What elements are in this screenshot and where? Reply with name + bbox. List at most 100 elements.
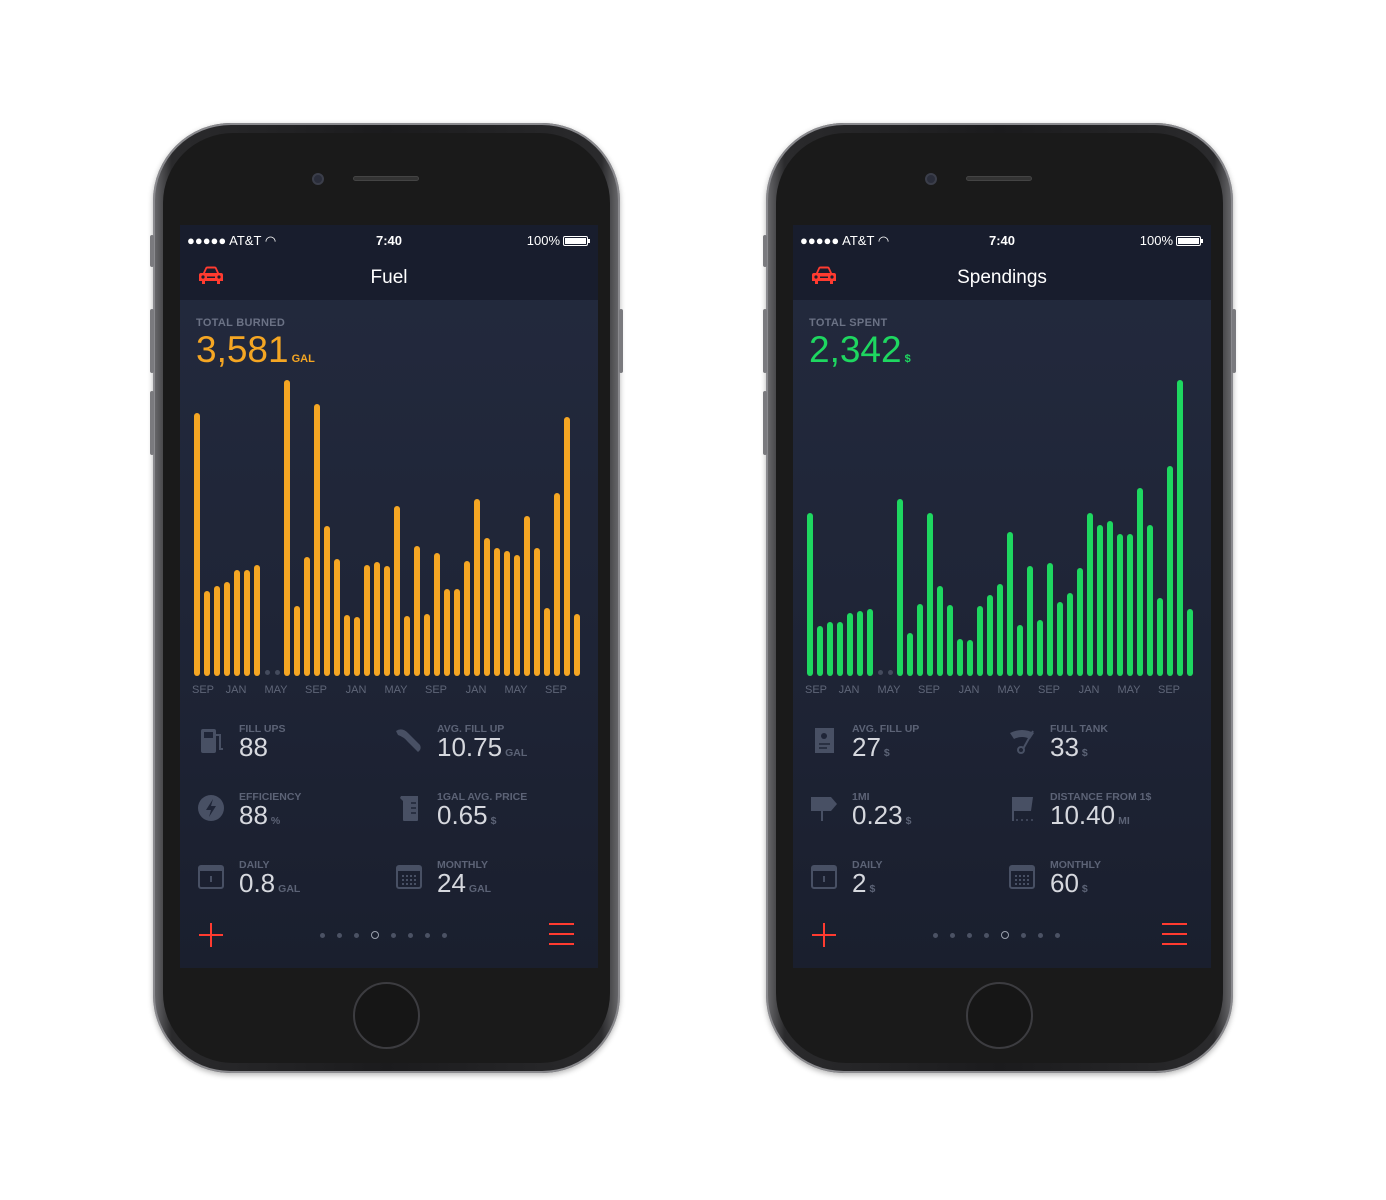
chart-bar: [1067, 593, 1073, 676]
chart-bar: [254, 565, 260, 676]
chart-bar: [474, 498, 480, 676]
page-dot[interactable]: [950, 932, 955, 938]
chart-bar: [414, 545, 420, 676]
page-dot[interactable]: [1021, 932, 1026, 938]
battery-percent: 100%: [1139, 233, 1173, 248]
bottom-toolbar: [793, 919, 1211, 949]
stat-label: AVG. FILL UP: [437, 723, 505, 735]
chart-bar: [1027, 565, 1033, 676]
home-button[interactable]: [966, 982, 1033, 1049]
stat-number: 0.23: [852, 800, 903, 830]
chart-bar: [224, 582, 230, 676]
page-dot[interactable]: [408, 932, 413, 938]
stat-value: 0.8 GAL: [239, 868, 300, 899]
stat-label: DISTANCE FROM 1$: [1050, 791, 1152, 803]
battery-percent: 100%: [526, 233, 560, 248]
chart-bar: [554, 492, 560, 676]
chart-bar: [1177, 380, 1183, 676]
chart-bar: [917, 604, 923, 676]
stat-number: 33: [1050, 732, 1079, 762]
stat-label: DAILY: [239, 859, 270, 871]
x-tick-label: SEP: [1157, 684, 1181, 696]
stat-unit: MI: [1118, 815, 1130, 827]
chart-bar: [354, 617, 360, 676]
stat-value: 0.23 $: [852, 800, 911, 831]
stat-label: 1GAL AVG. PRICE: [437, 791, 528, 803]
carrier: ●●●●● AT&T ◠: [187, 233, 276, 249]
page-dot[interactable]: [1055, 932, 1060, 938]
x-tick-label: SEP: [191, 684, 215, 696]
chart-bar: [194, 413, 200, 676]
page-dot[interactable]: [1038, 932, 1043, 938]
page-dot[interactable]: [354, 932, 359, 938]
x-tick-label: JAN: [225, 684, 247, 696]
page-dot[interactable]: [442, 932, 447, 938]
page-dot[interactable]: [967, 932, 972, 938]
page-dot[interactable]: [933, 932, 938, 938]
stat-value: 33 $: [1050, 732, 1088, 763]
chart-bar: [857, 610, 863, 676]
chart-bar: [574, 614, 580, 676]
stat-label: FULL TANK: [1050, 723, 1108, 735]
x-tick-label: SEP: [304, 684, 328, 696]
total-number: 2,342: [809, 329, 902, 370]
chart-bar: [847, 613, 853, 676]
stat-unit: GAL: [468, 883, 492, 895]
mute-switch: [763, 235, 767, 267]
page-dot[interactable]: [425, 932, 430, 938]
chart-gap-dot: [877, 670, 883, 675]
chart-bar: [807, 512, 813, 676]
fuel-pump-icon: [201, 729, 223, 753]
chart-bar: [514, 554, 520, 676]
chart-bar: [927, 513, 933, 676]
add-icon[interactable]: [812, 923, 836, 947]
page-dot[interactable]: [337, 932, 342, 938]
nav-bar: ●●●●● AT&T ◠ 7:40 100% Fuel: [180, 225, 598, 300]
stat-full-tank: FULL TANK 33 $: [1007, 723, 1207, 773]
page-title: Spendings: [957, 267, 1047, 288]
stat-avg-fill-up: AVG. FILL UP 27 $: [809, 723, 1009, 773]
car-icon[interactable]: [811, 265, 837, 285]
page-indicator[interactable]: [320, 931, 447, 939]
page-dot[interactable]: [1001, 931, 1009, 939]
status-time: 7:40: [988, 233, 1016, 248]
page-dot[interactable]: [320, 932, 325, 938]
stat-monthly: MONTHLY 60 $: [1007, 859, 1207, 909]
page-dot[interactable]: [984, 932, 989, 938]
stat-number: 88: [239, 732, 268, 762]
x-tick-label: JAN: [958, 684, 980, 696]
carrier: ●●●●● AT&T ◠: [800, 233, 889, 249]
add-icon[interactable]: [199, 923, 223, 947]
car-icon[interactable]: [198, 265, 224, 285]
carrier-text: ●●●●● AT&T: [187, 233, 262, 248]
menu-icon[interactable]: [549, 923, 574, 945]
stat-number: 88: [239, 800, 268, 830]
page-dot[interactable]: [391, 932, 396, 938]
chart-bar: [997, 584, 1003, 676]
chart-bar: [1007, 532, 1013, 676]
stat-unit: $: [883, 747, 890, 759]
chart-bar: [977, 605, 983, 676]
stat-1gal-avg-price: 1GAL AVG. PRICE 0.65 $: [394, 791, 594, 841]
chart-bar: [1147, 525, 1153, 676]
chart-bar: [1047, 562, 1053, 676]
status-bar: ●●●●● AT&T ◠ 7:40 100%: [793, 225, 1211, 253]
stat-value: 27 $: [852, 732, 890, 763]
page-dot[interactable]: [371, 931, 379, 939]
total-value: 2,342 $: [809, 329, 911, 371]
home-button[interactable]: [353, 982, 420, 1049]
stat-daily: DAILY 2 $: [809, 859, 1009, 909]
page-title: Fuel: [370, 267, 408, 288]
menu-icon[interactable]: [1162, 923, 1187, 945]
chart-bar: [987, 595, 993, 676]
chart-bar: [364, 564, 370, 676]
stat-label: DAILY: [852, 859, 883, 871]
stat-unit: $: [490, 815, 497, 827]
stat-number: 2: [852, 868, 867, 898]
chart-bar: [827, 622, 833, 676]
speaker-grille: [966, 176, 1032, 181]
stat-1mi: 1MI 0.23 $: [809, 791, 1009, 841]
stat-number: 0.8: [239, 868, 276, 898]
page-indicator[interactable]: [933, 931, 1060, 939]
gauge-icon: [1010, 730, 1034, 754]
